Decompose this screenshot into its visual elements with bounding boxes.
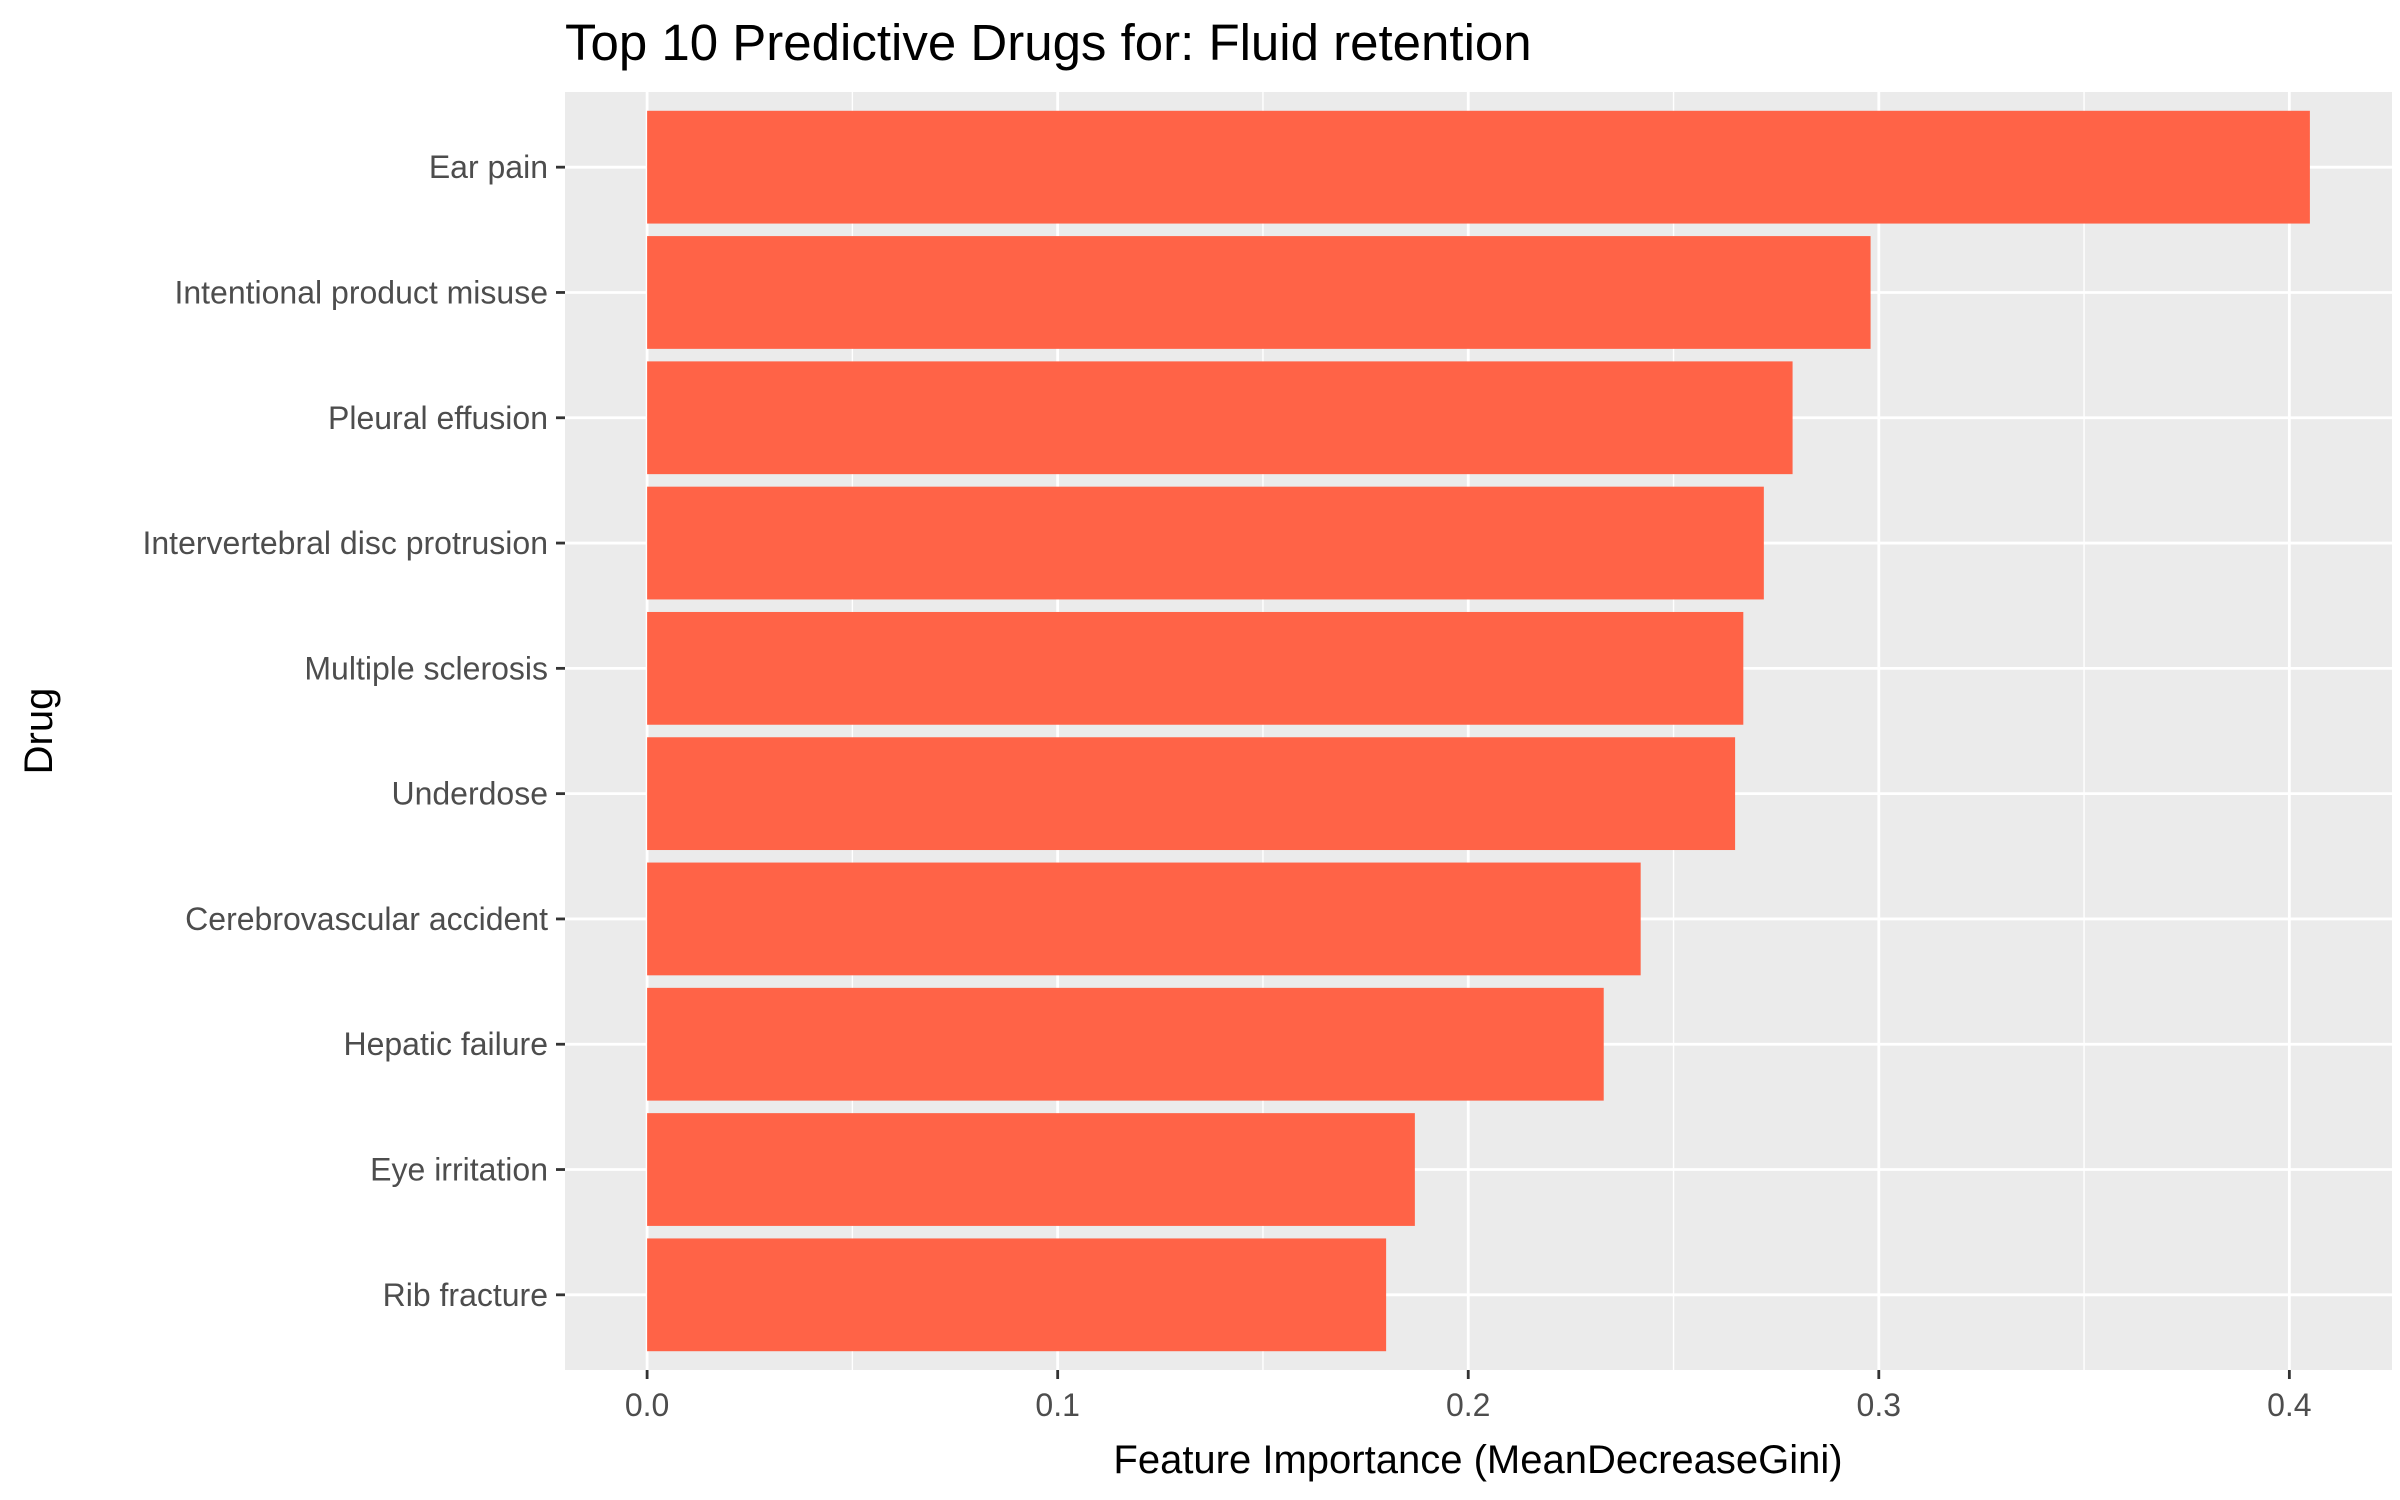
bar [647,1238,1387,1352]
y-axis: Ear pain Intentional product misuse Pleura… [142,149,565,1313]
y-tick-label: Pleural effusion [328,400,548,436]
y-tick-label: Underdose [391,776,548,812]
bar [647,1113,1415,1226]
bar [647,611,1744,725]
y-tick-label: Multiple sclerosis [304,650,548,686]
bar [647,862,1641,976]
x-tick-label: 0.3 [1857,1387,1901,1423]
chart-title: Top 10 Predictive Drugs for: Fluid reten… [565,14,1532,71]
x-tick-label: 0.4 [2267,1387,2311,1423]
x-tick-label: 0.1 [1035,1387,1079,1423]
bar [647,361,1793,475]
x-axis-title: Feature Importance (MeanDecreaseGini) [1113,1438,1842,1482]
y-tick-label: Cerebrovascular accident [185,901,548,937]
y-tick-label: Ear pain [429,149,548,185]
y-axis-title: Drug [17,688,61,775]
y-tick-label: Intervertebral disc protrusion [142,525,548,561]
bars [647,110,2310,1352]
bar [647,486,1764,600]
bar [647,737,1736,851]
x-axis: 0.0 0.1 0.2 0.3 0.4 [625,1370,2312,1423]
y-tick-label: Intentional product misuse [174,274,548,310]
y-tick-label: Rib fracture [383,1277,548,1313]
x-tick-label: 0.2 [1446,1387,1490,1423]
bar [647,236,1871,349]
x-tick-label: 0.0 [625,1387,669,1423]
bar [647,987,1604,1101]
y-tick-label: Eye irritation [370,1152,548,1188]
bar [647,110,2310,224]
y-tick-label: Hepatic failure [343,1026,548,1062]
